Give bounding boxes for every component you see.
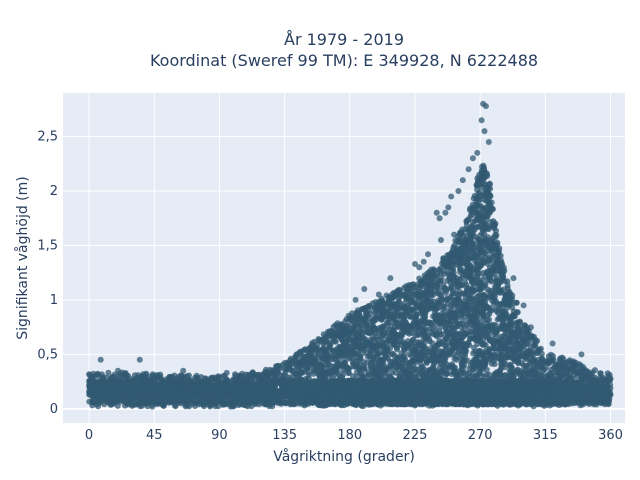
- data-point: [308, 350, 315, 357]
- data-point: [186, 372, 192, 379]
- data-point: [149, 403, 156, 410]
- data-point: [318, 364, 325, 371]
- data-point: [105, 369, 112, 376]
- data-point: [313, 357, 320, 364]
- data-points: [86, 100, 614, 410]
- data-point: [400, 355, 407, 362]
- data-point: [157, 371, 164, 378]
- data-point: [305, 369, 312, 376]
- data-point: [332, 338, 339, 345]
